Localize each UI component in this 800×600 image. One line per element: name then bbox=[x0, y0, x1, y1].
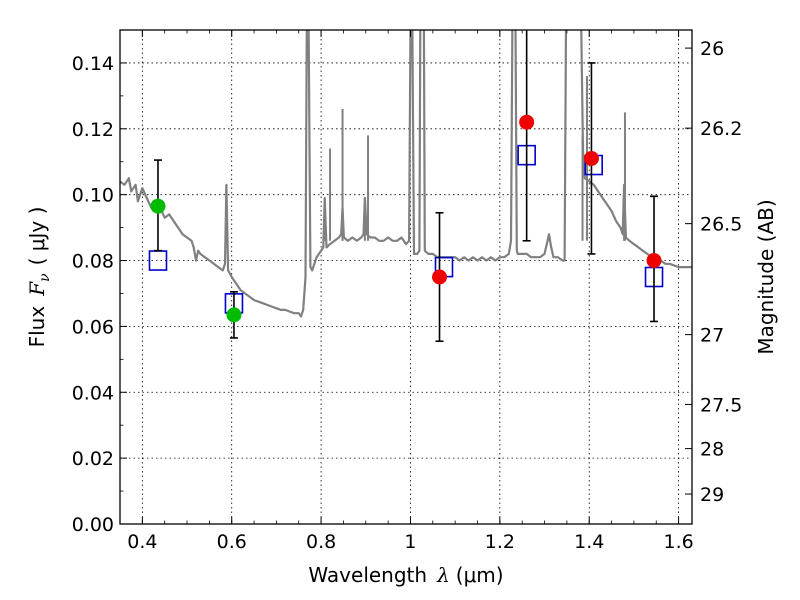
y-tick-label: 0.04 bbox=[72, 382, 114, 404]
ticks bbox=[120, 30, 692, 525]
y2-tick-label: 28 bbox=[700, 439, 724, 461]
y-axis-label-unit: ( μJy ) bbox=[25, 207, 49, 266]
y-tick-label: 0.02 bbox=[72, 448, 114, 470]
y-tick-label: 0.10 bbox=[72, 185, 114, 207]
y-axis-label-main: Flux bbox=[25, 306, 49, 348]
x-tick-label: 1 bbox=[404, 531, 416, 553]
plot-area bbox=[120, 30, 692, 343]
x-axis-label-unit: (μm) bbox=[456, 563, 504, 587]
y2-tick-label: 27 bbox=[700, 325, 724, 347]
y-axis-label-subscript: ν bbox=[37, 273, 53, 282]
x-tick-label: 1.6 bbox=[663, 531, 693, 553]
observed-point-green bbox=[226, 307, 242, 323]
observed-point-red bbox=[646, 253, 662, 269]
observed-point-red bbox=[519, 114, 535, 130]
y2-tick-label: 26.5 bbox=[700, 214, 742, 236]
y-axis-label-symbol: F bbox=[25, 281, 49, 297]
observed-point-red bbox=[432, 269, 448, 285]
x-tick-label: 1.2 bbox=[485, 531, 515, 553]
y2-tick-label: 26.2 bbox=[700, 118, 742, 140]
y-axis-label: Flux Fν ( μJy ) bbox=[25, 207, 53, 348]
observed-point-green bbox=[150, 198, 166, 214]
x-tick-label: 0.4 bbox=[127, 531, 157, 553]
y-tick-label: 0.08 bbox=[72, 251, 114, 273]
y-tick-label: 0.06 bbox=[72, 316, 114, 338]
y2-tick-label: 27.5 bbox=[700, 394, 742, 416]
y2-tick-label: 29 bbox=[700, 484, 724, 506]
x-axis-label: Wavelength λ (μm) bbox=[308, 563, 503, 587]
y-tick-label: 0.12 bbox=[72, 119, 114, 141]
model-spectrum-line bbox=[120, 30, 692, 318]
x-axis-label-symbol: λ bbox=[436, 563, 450, 587]
y-tick-label: 0.00 bbox=[72, 514, 114, 536]
x-axis-label-main: Wavelength bbox=[308, 563, 427, 587]
plot-frame bbox=[119, 29, 693, 525]
x-tick-label: 0.8 bbox=[306, 531, 336, 553]
x-tick-label: 1.4 bbox=[574, 531, 604, 553]
y2-tick-label: 26 bbox=[700, 38, 724, 60]
x-tick-label: 0.6 bbox=[217, 531, 247, 553]
tick-labels: 0.4 0.6 0.8 1 1.2 1.4 1.6 0.00 0.02 0.04 0.06 0.08 0… bbox=[72, 38, 743, 553]
y-tick-label: 0.14 bbox=[72, 53, 114, 75]
observed-point-red bbox=[583, 150, 599, 166]
y2-axis-label: Magnitude (AB) bbox=[754, 199, 778, 354]
